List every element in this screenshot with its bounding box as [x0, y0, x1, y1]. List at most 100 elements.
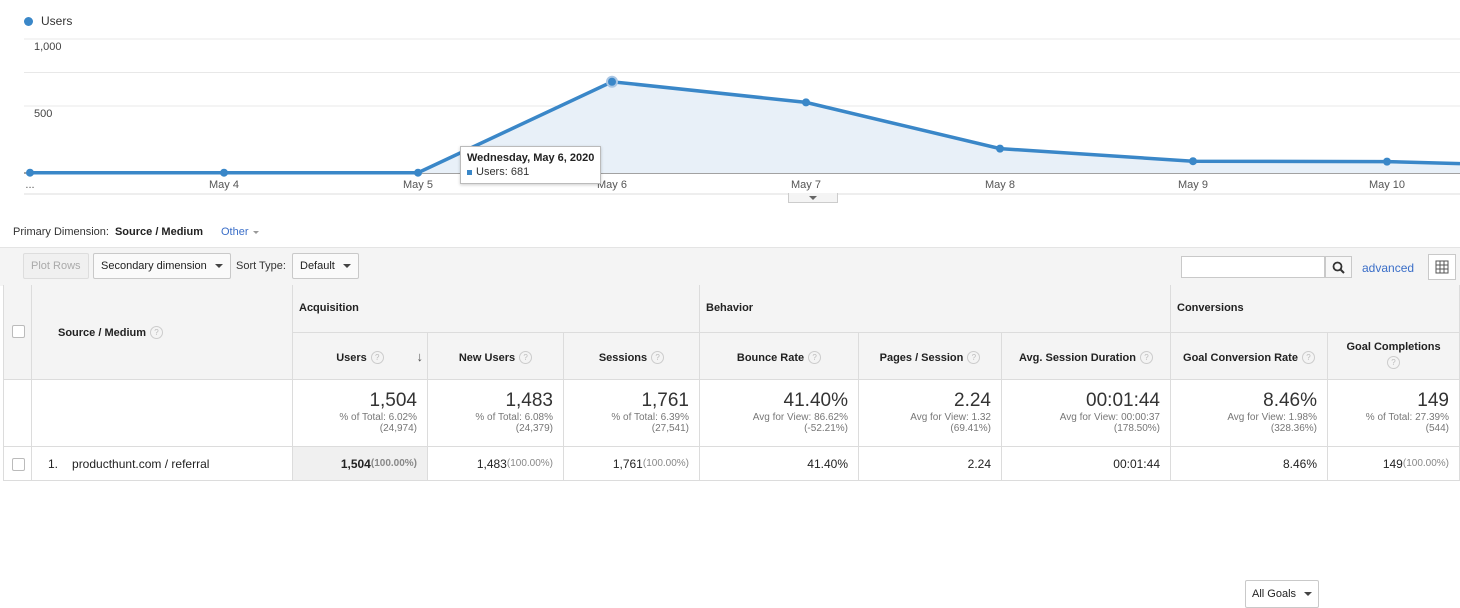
column-title: New Users [458, 351, 516, 364]
sort-type-dropdown[interactable]: Default [292, 253, 359, 279]
total-blank-cell [32, 380, 293, 447]
data-point[interactable] [220, 168, 228, 177]
column-header[interactable]: Bounce Rate? [700, 333, 859, 380]
help-icon[interactable]: ? [370, 351, 384, 364]
column-header[interactable]: Avg. Session Duration? [1002, 333, 1171, 380]
chart-tooltip: Wednesday, May 6, 2020 Users: 681 [460, 146, 602, 184]
help-icon[interactable]: ? [967, 351, 981, 364]
data-point[interactable] [1189, 157, 1197, 166]
column-title: Goal Conversion Rate [1183, 351, 1298, 364]
total-cell: 1,483% of Total: 6.08% (24,379) [428, 380, 564, 447]
column-header[interactable]: Goal Conversion Rate? [1171, 333, 1328, 380]
total-cell: 1,761% of Total: 6.39% (27,541) [564, 380, 700, 447]
total-subtext: Avg for View: 00:00:37 [1059, 412, 1160, 423]
column-header[interactable]: Users? ↓ [293, 333, 428, 380]
data-point[interactable] [26, 168, 34, 177]
total-subtext: (24,974) [379, 423, 417, 434]
help-icon[interactable]: ? [1387, 356, 1400, 369]
help-icon[interactable]: ? [1301, 351, 1315, 364]
total-subtext: Avg for View: 1.32 [910, 412, 991, 423]
table-row: 1. producthunt.com / referral [32, 447, 293, 481]
tooltip-value: Users: 681 [476, 166, 530, 178]
total-subtext: (27,541) [651, 423, 689, 434]
x-tick-label: May 5 [403, 179, 433, 191]
row-value-cell: 8.46% [1171, 447, 1328, 481]
column-header[interactable]: Goal Completions? [1328, 333, 1460, 380]
help-icon[interactable]: ? [519, 351, 533, 364]
cell-percent: (100.00%) [506, 458, 553, 469]
chart-legend: Users [24, 14, 72, 28]
total-value: 2.24 [954, 390, 991, 411]
collapse-chart-toggle[interactable] [788, 193, 838, 203]
cell-percent: (100.00%) [370, 458, 417, 469]
plot-rows-button[interactable]: Plot Rows [23, 253, 89, 279]
row-index: 1. [48, 456, 59, 471]
caret-down-icon [214, 264, 223, 268]
column-title: Sessions [598, 351, 648, 364]
goals-select[interactable]: All Goals [1245, 580, 1320, 608]
primary-dimension-label: Primary Dimension: [13, 226, 109, 238]
data-point[interactable] [414, 168, 422, 177]
search-button[interactable] [1325, 256, 1352, 278]
select-all-checkbox[interactable] [12, 325, 25, 338]
acquisition-group-header: Acquisition [293, 285, 700, 333]
table-view-button[interactable] [1428, 254, 1456, 280]
dimension-header-cell[interactable]: Source / Medium ? [32, 285, 293, 380]
row-value-cell: 1,761 (100.00%) [564, 447, 700, 481]
cell-value: 1,504 [340, 456, 371, 471]
table-search-input[interactable] [1181, 256, 1325, 278]
advanced-filter-link[interactable]: advanced [1362, 261, 1415, 275]
x-tick-label: May 9 [1178, 179, 1208, 191]
total-value: 1,483 [505, 390, 553, 411]
primary-dimension-source-medium[interactable]: Source / Medium [114, 226, 203, 238]
conversions-title: Conversions [1177, 302, 1244, 314]
help-icon[interactable]: ? [150, 326, 164, 339]
primary-dimension-other[interactable]: Other [221, 226, 259, 238]
total-cell: 41.40% Avg for View: 86.62% (-52.21%) [700, 380, 859, 447]
caret-down-icon [342, 264, 351, 268]
x-tick-label: May 6 [597, 179, 627, 191]
data-point[interactable] [1383, 157, 1391, 166]
row-value-cell: 1,504 (100.00%) [293, 447, 428, 481]
help-icon[interactable]: ? [651, 351, 665, 364]
cell-value: 149 [1382, 456, 1403, 471]
total-subtext: Avg for View: 1.98% [1227, 412, 1317, 423]
row-checkbox[interactable] [12, 458, 25, 471]
total-cell: 149% of Total: 27.39% (544) [1328, 380, 1460, 447]
column-header[interactable]: Sessions? [564, 333, 700, 380]
help-icon[interactable]: ? [808, 351, 822, 364]
help-icon[interactable]: ? [1139, 351, 1153, 364]
data-table: Source / Medium ? Acquisition Behavior C… [3, 285, 1460, 608]
total-subtext: Avg for View: 86.62% [752, 412, 848, 423]
row-select-cell [3, 447, 32, 481]
data-point[interactable] [802, 98, 810, 107]
row-value-cell: 41.40% [700, 447, 859, 481]
total-subtext: % of Total: 6.02% [339, 412, 417, 423]
column-header[interactable]: Pages / Session? [859, 333, 1002, 380]
column-title: Bounce Rate [736, 351, 805, 364]
column-header[interactable]: New Users? [428, 333, 564, 380]
line-chart-svg [24, 38, 1460, 195]
cell-value: 1,483 [476, 456, 507, 471]
secondary-dimension-dropdown[interactable]: Secondary dimension [93, 253, 231, 279]
column-title: Avg. Session Duration [1019, 351, 1136, 364]
search-icon [1332, 261, 1345, 274]
row-value-cell: 1,483 (100.00%) [428, 447, 564, 481]
sort-desc-icon[interactable]: ↓ [416, 349, 424, 364]
column-title: Users [336, 351, 367, 364]
total-cell: 2.24 Avg for View: 1.32 (69.41%) [859, 380, 1002, 447]
data-point[interactable] [996, 144, 1004, 153]
data-point[interactable] [606, 75, 618, 88]
behavior-group-header: Behavior [700, 285, 1171, 333]
row-dimension-link[interactable]: producthunt.com / referral [72, 456, 210, 471]
table-toolbar: Plot Rows Secondary dimension Sort Type:… [0, 247, 1460, 286]
select-all-cell [3, 285, 32, 380]
caret-down-icon [252, 230, 259, 234]
legend-dot-icon [24, 16, 33, 26]
total-subtext: % of Total: 6.08% [475, 412, 553, 423]
goals-select-value: All Goals [1252, 588, 1297, 600]
total-value: 1,504 [369, 390, 417, 411]
cell-value: 1,761 [612, 456, 643, 471]
y-tick-label: 1,000 [34, 41, 62, 53]
total-cell: 00:01:44 Avg for View: 00:00:37 (178.50%) [1002, 380, 1171, 447]
